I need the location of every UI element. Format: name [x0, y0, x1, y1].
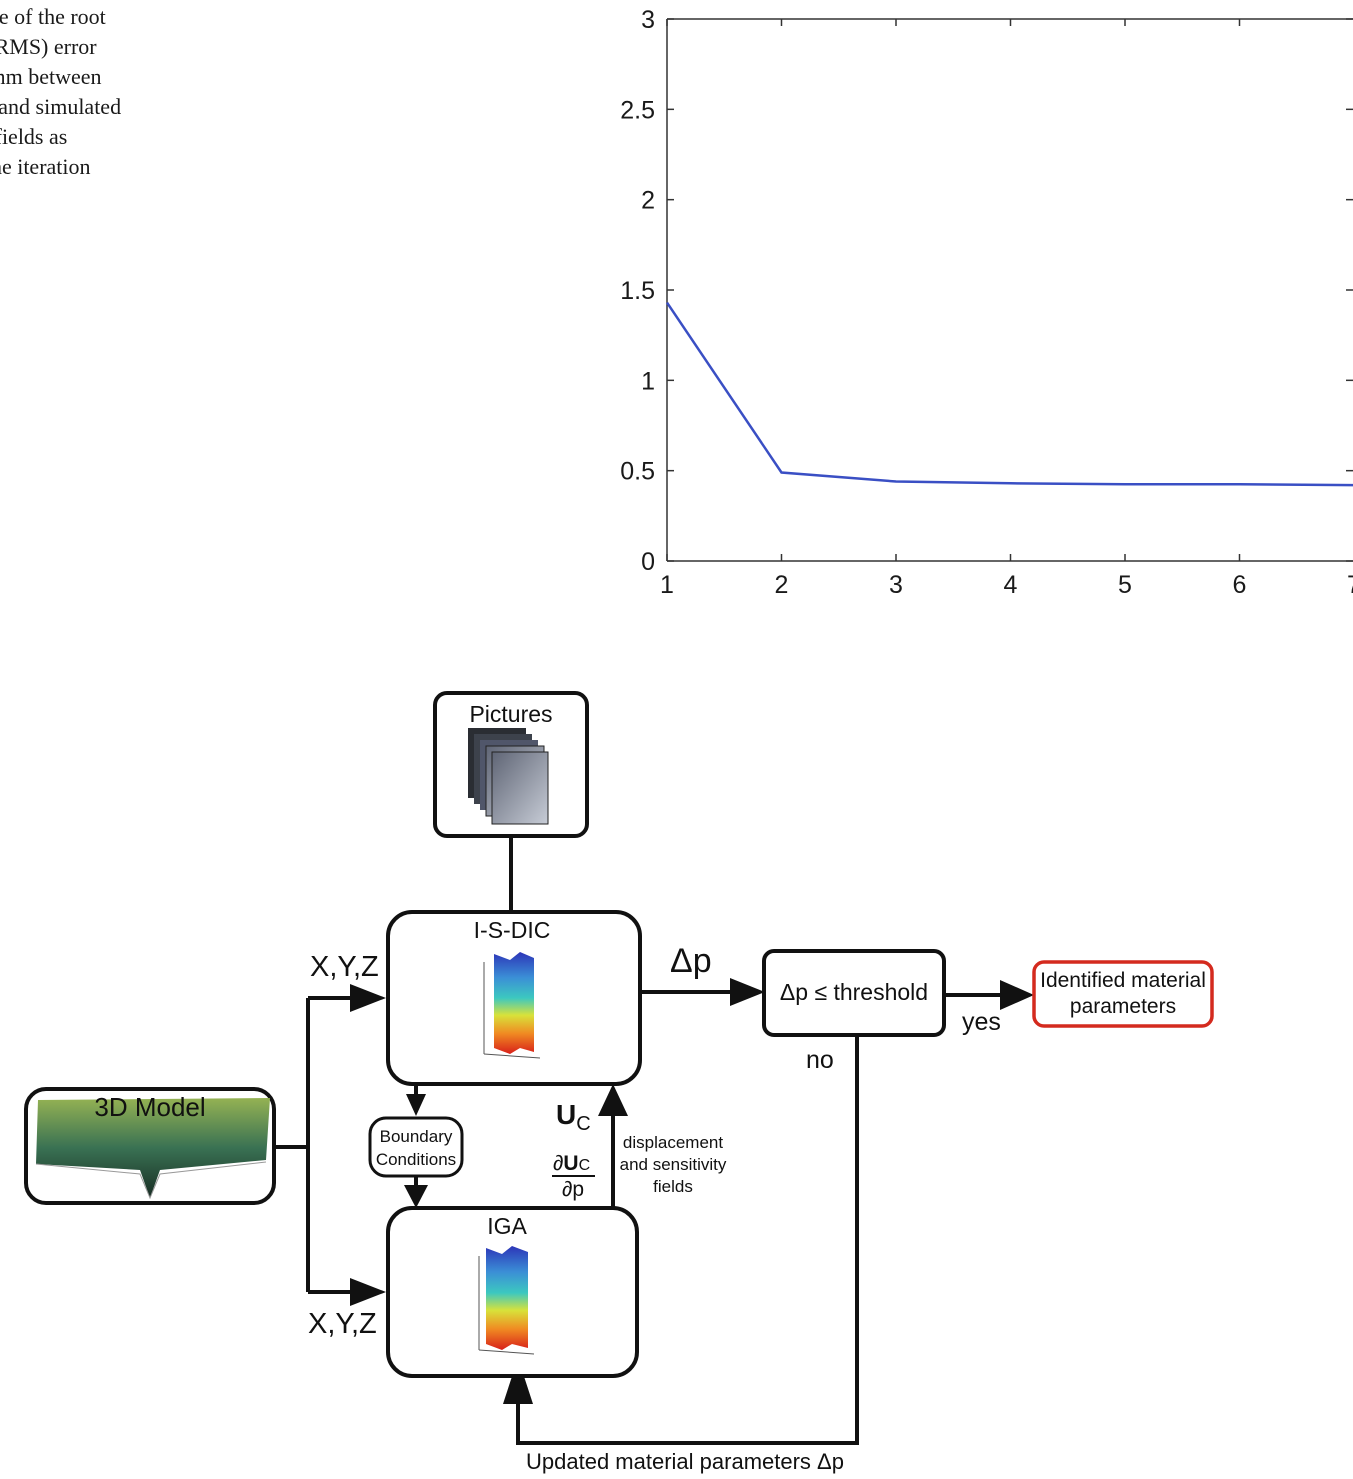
deriv-sub: C	[579, 1157, 591, 1174]
boundary-label-line2: Conditions	[376, 1150, 456, 1169]
deriv-partial: ∂	[553, 1152, 563, 1175]
no-label: no	[806, 1046, 834, 1074]
arrow-to-threshold	[730, 978, 765, 1006]
boundary-label-line1: Boundary	[380, 1127, 453, 1146]
x-tick-label: 1	[660, 571, 674, 599]
caption-line: e (RMS) error	[0, 34, 97, 59]
y-tick-label: 2	[641, 187, 655, 215]
deriv-denominator: ∂p	[562, 1178, 584, 1201]
updated-parameters-label: Updated material parameters Δp	[526, 1449, 844, 1474]
isdic-label: I-S-DIC	[474, 917, 551, 943]
svg-text:∂UC: ∂UC	[553, 1152, 590, 1175]
disp-label-line3: fields	[653, 1177, 693, 1196]
uc-sub: C	[576, 1113, 590, 1135]
caption-line: ed and simulated	[0, 94, 122, 119]
xyz-label-bottom: X,Y,Z	[308, 1308, 377, 1340]
connector-feedback-loop	[516, 1035, 859, 1445]
x-tick-label: 5	[1118, 571, 1132, 599]
y-tick-label: 0.5	[620, 458, 655, 486]
rms-error-line	[665, 301, 1353, 487]
arrow-feedback-to-iga	[503, 1358, 533, 1404]
connectors	[274, 836, 1003, 1445]
uc-label: UC	[556, 1099, 591, 1135]
iga-label: IGA	[487, 1213, 527, 1239]
y-tick-label: 1	[641, 367, 655, 395]
derivative-label: ∂UC ∂p	[552, 1152, 595, 1201]
chart-series	[665, 301, 1353, 487]
threshold-label: Δp ≤ threshold	[780, 979, 928, 1005]
arrow-to-iga	[350, 1278, 386, 1306]
y-tick-label: 1.5	[620, 277, 655, 305]
identified-label-line2: parameters	[1070, 995, 1176, 1018]
pictures-box: Pictures	[433, 691, 589, 838]
caption-line: alue of the root	[0, 4, 106, 29]
model-box: 3D Model	[24, 1087, 276, 1205]
model-surface-icon	[35, 1098, 270, 1200]
x-tick-label: 3	[889, 571, 903, 599]
arrow-to-isdic-from-iga	[598, 1084, 628, 1116]
rms-error-chart: 0 0.5 1 1.5 2 2.5 3 1 2 3 4 5 6 7	[620, 6, 1353, 599]
chart-axes	[666, 18, 1353, 562]
x-tick-label: 6	[1233, 571, 1247, 599]
pictures-stack-icon	[468, 728, 549, 825]
arrow-to-iga-from-boundary	[404, 1185, 428, 1208]
iga-box: IGA	[386, 1206, 639, 1378]
caption-line: n mm between	[0, 64, 102, 89]
caption-line: f the iteration	[0, 154, 91, 179]
x-tick-label: 2	[775, 571, 789, 599]
arrow-to-isdic	[350, 984, 386, 1012]
flowchart-diagram: Pictures I-S-DIC IGA	[24, 691, 1214, 1474]
isdic-box: I-S-DIC	[386, 910, 642, 1086]
boundary-conditions-box: Boundary Conditions	[368, 1116, 464, 1178]
isdic-heatmap-icon	[483, 952, 541, 1059]
chart-ticks: 0 0.5 1 1.5 2 2.5 3 1 2 3 4 5 6 7	[620, 6, 1353, 599]
deriv-u: U	[563, 1152, 578, 1175]
disp-label-line2: and sensitivity	[620, 1155, 727, 1174]
arrow-to-boundary	[406, 1094, 426, 1116]
iga-heatmap-icon	[478, 1246, 535, 1355]
identified-label-line1: Identified material	[1040, 969, 1206, 992]
y-tick-label: 2.5	[620, 96, 655, 124]
xyz-label-top: X,Y,Z	[310, 951, 379, 983]
disp-label-line1: displacement	[623, 1133, 723, 1152]
svg-text:UC: UC	[556, 1099, 591, 1135]
figure-caption: alue of the root e (RMS) error n mm betw…	[0, 2, 192, 182]
y-tick-label: 3	[641, 6, 655, 34]
arrow-to-identified	[1000, 980, 1034, 1010]
y-tick-label: 0	[641, 548, 655, 576]
identified-parameters-box: Identified material parameters	[1032, 960, 1214, 1028]
model-label: 3D Model	[94, 1092, 205, 1122]
uc-main: U	[556, 1099, 576, 1130]
threshold-box: Δp ≤ threshold	[762, 949, 946, 1037]
pictures-label: Pictures	[469, 701, 552, 727]
arrowheads	[350, 978, 1034, 1404]
yes-label: yes	[962, 1008, 1001, 1036]
caption-line: nt fields as	[0, 124, 68, 149]
delta-p-label: Δp	[670, 942, 712, 980]
x-tick-label: 4	[1004, 571, 1018, 599]
x-tick-label: 7	[1347, 571, 1353, 599]
